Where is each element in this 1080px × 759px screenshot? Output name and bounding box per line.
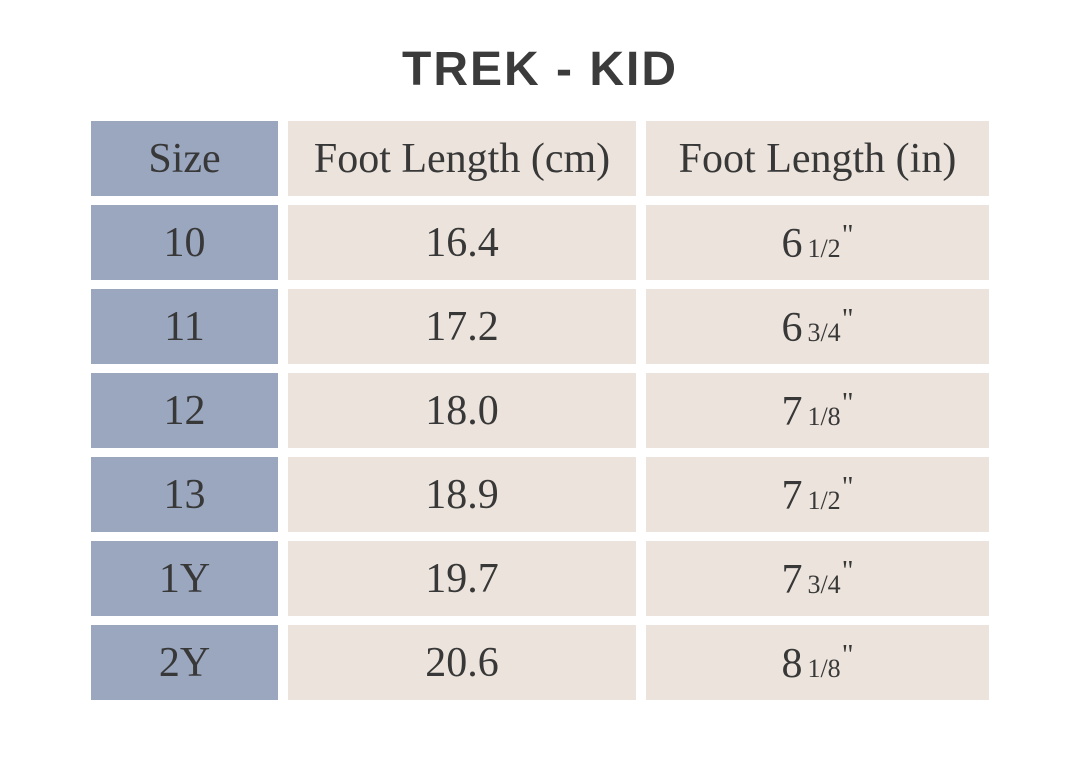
header-cell-foot-length-in: Foot Length (in) — [646, 121, 989, 197]
cm-cell: 18.9 — [288, 457, 636, 533]
header-cell-foot-length-cm: Foot Length (cm) — [288, 121, 636, 197]
inch-value: 6 1/2" — [781, 218, 854, 267]
inch-value: 7 1/2" — [781, 470, 854, 519]
size-cell: 10 — [91, 205, 278, 281]
inch-whole: 7 — [781, 472, 803, 519]
size-cell: 2Y — [91, 625, 278, 701]
size-cell: 13 — [91, 457, 278, 533]
header-cell-size: Size — [91, 121, 278, 197]
inch-value: 8 1/8" — [781, 638, 854, 687]
inch-value: 7 1/8" — [781, 386, 854, 435]
inch-mark: " — [841, 638, 854, 671]
inch-whole: 6 — [781, 304, 803, 351]
inch-mark: " — [841, 386, 854, 419]
size-cell: 1Y — [91, 541, 278, 617]
size-cell: 12 — [91, 373, 278, 449]
inch-fraction: 1/2 — [807, 233, 841, 263]
inch-mark: " — [841, 302, 854, 335]
cm-cell: 19.7 — [288, 541, 636, 617]
page-title: TREK - KID — [402, 43, 678, 96]
inch-value: 7 3/4" — [781, 554, 854, 603]
inch-value: 6 3/4" — [781, 302, 854, 351]
inch-fraction: 1/8 — [807, 401, 841, 431]
size-chart-table: Size Foot Length (cm) Foot Length (in) 1… — [91, 121, 989, 701]
inch-whole: 7 — [781, 556, 803, 603]
inch-whole: 7 — [781, 388, 803, 435]
cm-cell: 17.2 — [288, 289, 636, 365]
inch-cell: 7 1/8" — [646, 373, 989, 449]
inch-cell: 8 1/8" — [646, 625, 989, 701]
inch-fraction: 3/4 — [807, 569, 841, 599]
inch-cell: 7 1/2" — [646, 457, 989, 533]
inch-fraction: 1/2 — [807, 485, 841, 515]
inch-mark: " — [841, 470, 854, 503]
inch-cell: 7 3/4" — [646, 541, 989, 617]
cm-cell: 16.4 — [288, 205, 636, 281]
inch-fraction: 3/4 — [807, 317, 841, 347]
inch-cell: 6 1/2" — [646, 205, 989, 281]
inch-fraction: 1/8 — [807, 653, 841, 683]
inch-mark: " — [841, 554, 854, 587]
inch-cell: 6 3/4" — [646, 289, 989, 365]
inch-whole: 8 — [781, 640, 803, 687]
cm-cell: 20.6 — [288, 625, 636, 701]
inch-mark: " — [841, 218, 854, 251]
cm-cell: 18.0 — [288, 373, 636, 449]
inch-whole: 6 — [781, 220, 803, 267]
size-cell: 11 — [91, 289, 278, 365]
